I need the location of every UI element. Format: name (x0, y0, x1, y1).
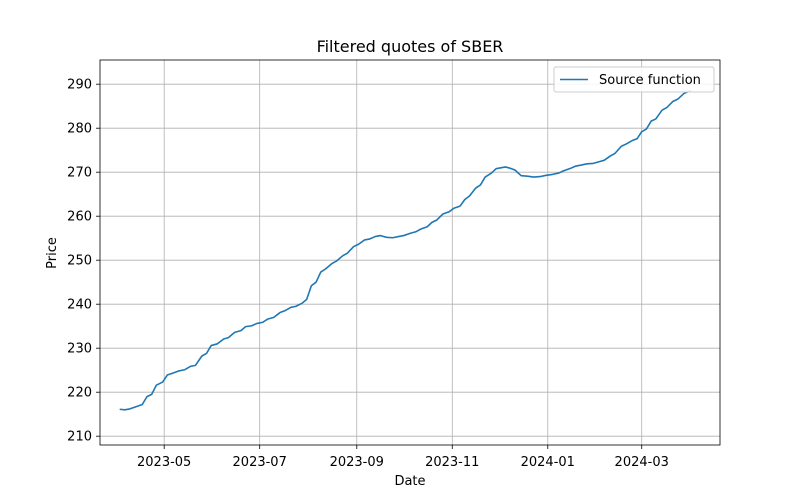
grid-lines (100, 60, 720, 445)
series-layer (119, 90, 692, 411)
y-axis-label: Price (45, 237, 60, 269)
legend: Source function (553, 66, 715, 93)
x-axis-ticks: 2023-05 2023-07 2023-09 2023-11 2024-01 2024-… (137, 445, 669, 470)
y-tick-label: 280 (67, 122, 92, 137)
y-tick-label: 230 (67, 342, 92, 357)
y-tick-label: 240 (67, 298, 92, 313)
legend-label: Source function (599, 73, 701, 88)
plot-frame (99, 59, 721, 446)
legend-box (553, 66, 715, 93)
chart-title: Filtered quotes of SBER (317, 37, 504, 56)
x-tick-label: 2024-01 (521, 455, 575, 470)
y-tick-label: 220 (67, 386, 92, 401)
y-tick-label: 270 (67, 166, 92, 181)
x-tick-label: 2023-07 (233, 455, 287, 470)
series-line-source-function (119, 90, 692, 411)
y-tick-label: 290 (67, 78, 92, 93)
y-tick-label: 260 (67, 210, 92, 225)
x-tick-label: 2023-09 (330, 455, 384, 470)
x-axis-label: Date (394, 474, 425, 489)
x-tick-label: 2023-11 (425, 455, 479, 470)
y-tick-label: 210 (67, 430, 92, 445)
y-axis-ticks: 210 220 230 240 250 260 270 280 290 (67, 78, 100, 445)
x-tick-label: 2023-05 (137, 455, 191, 470)
x-tick-label: 2024-03 (615, 455, 669, 470)
y-tick-label: 250 (67, 254, 92, 269)
